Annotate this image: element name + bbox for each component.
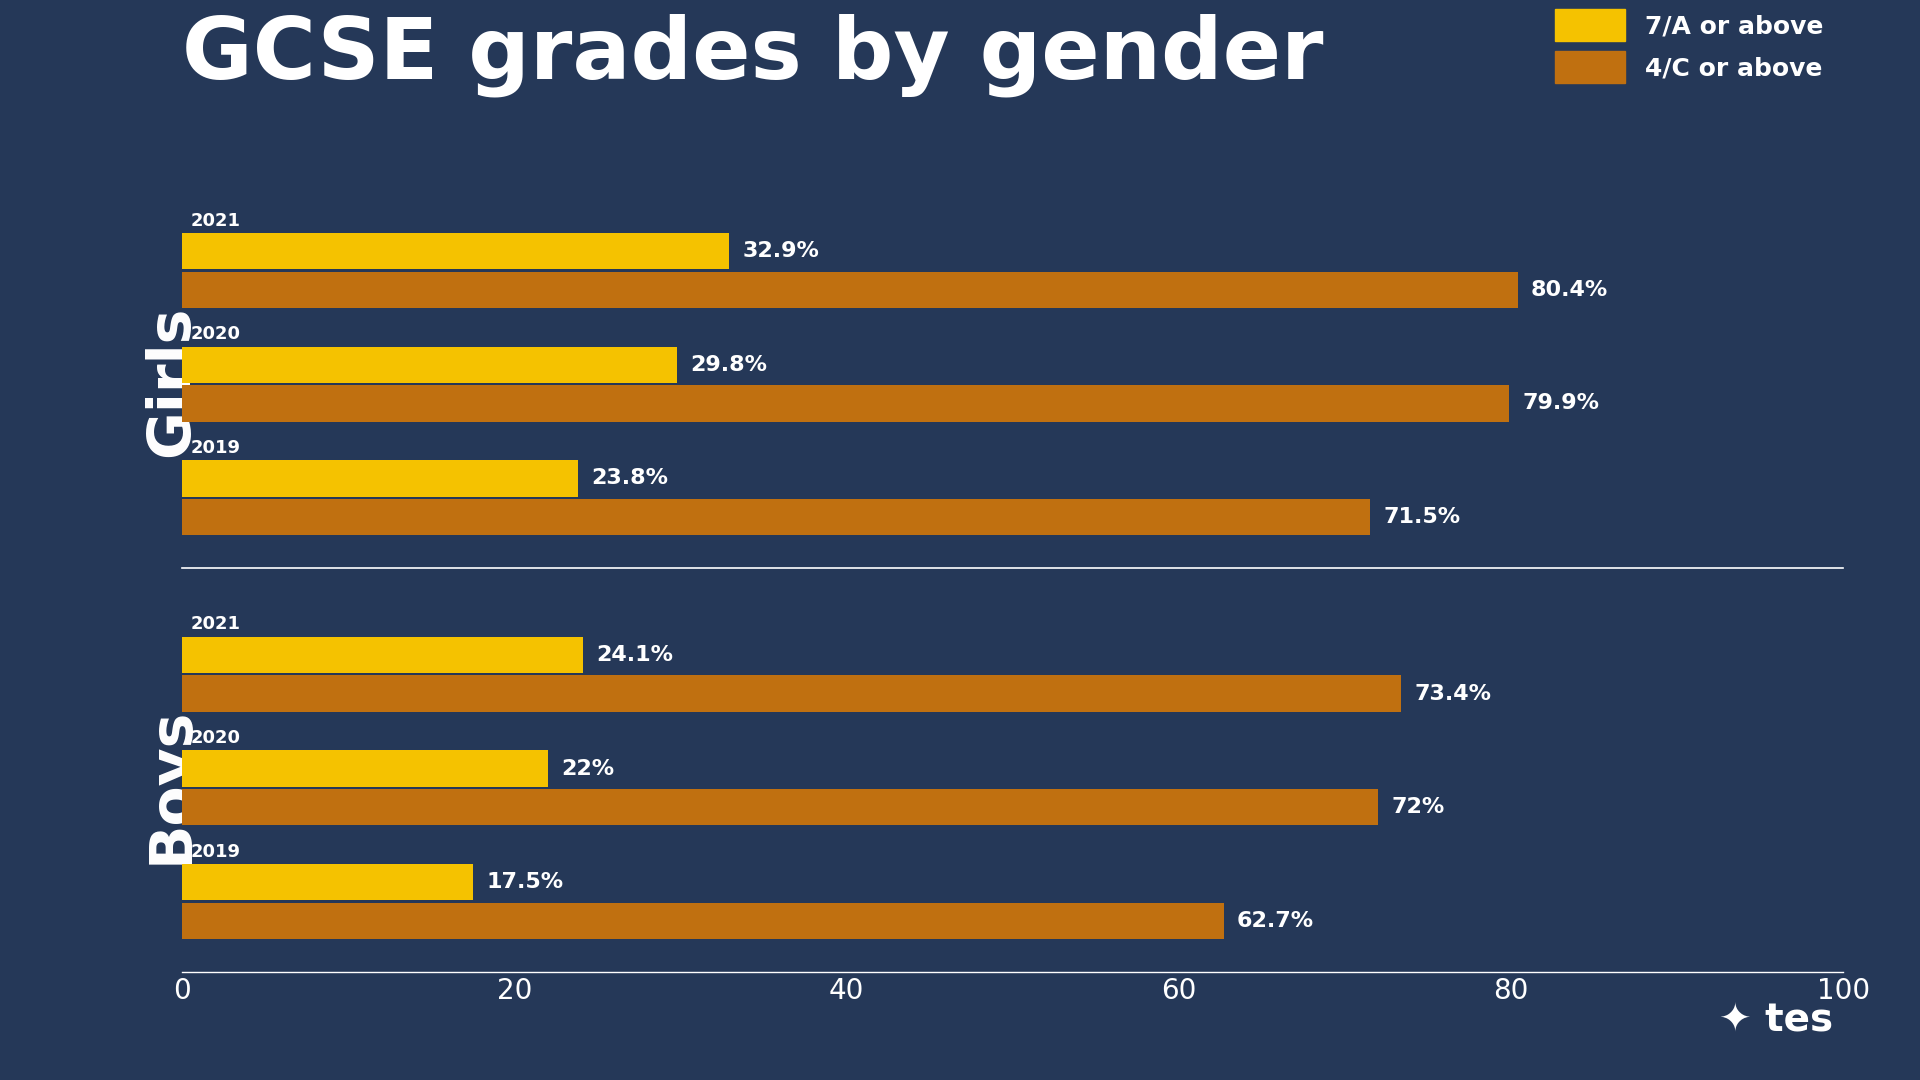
Text: 2021: 2021: [190, 212, 240, 230]
Text: 80.4%: 80.4%: [1530, 280, 1609, 300]
Bar: [182, 347, 678, 383]
Text: 62.7%: 62.7%: [1236, 910, 1313, 931]
Bar: [182, 864, 472, 901]
Bar: [182, 460, 578, 497]
Text: 2020: 2020: [190, 729, 240, 747]
Text: 71.5%: 71.5%: [1382, 508, 1461, 527]
Bar: [182, 675, 1402, 712]
Text: GCSE grades by gender: GCSE grades by gender: [182, 14, 1325, 97]
Text: 2019: 2019: [190, 438, 240, 457]
Bar: [182, 903, 1223, 939]
Text: 2019: 2019: [190, 842, 240, 861]
Bar: [182, 386, 1509, 421]
Text: 32.9%: 32.9%: [743, 241, 820, 261]
Bar: [182, 499, 1369, 536]
Bar: [182, 272, 1517, 308]
Text: 24.1%: 24.1%: [595, 645, 672, 665]
Y-axis label: Boys: Boys: [142, 706, 200, 864]
Text: 2021: 2021: [190, 616, 240, 633]
Y-axis label: Girls: Girls: [142, 306, 200, 457]
Text: 22%: 22%: [561, 758, 614, 779]
Text: ✦ tes: ✦ tes: [1720, 1001, 1834, 1039]
Bar: [182, 751, 547, 787]
Text: 17.5%: 17.5%: [486, 873, 563, 892]
Text: 2020: 2020: [190, 325, 240, 343]
Text: 79.9%: 79.9%: [1523, 393, 1599, 414]
Bar: [182, 789, 1379, 825]
Text: 73.4%: 73.4%: [1415, 684, 1492, 703]
Text: 29.8%: 29.8%: [691, 355, 768, 375]
Bar: [182, 637, 582, 673]
Legend: 7/A or above, 4/C or above: 7/A or above, 4/C or above: [1548, 1, 1830, 91]
Bar: [182, 233, 730, 269]
Text: 23.8%: 23.8%: [591, 469, 668, 488]
Text: 72%: 72%: [1392, 797, 1444, 818]
